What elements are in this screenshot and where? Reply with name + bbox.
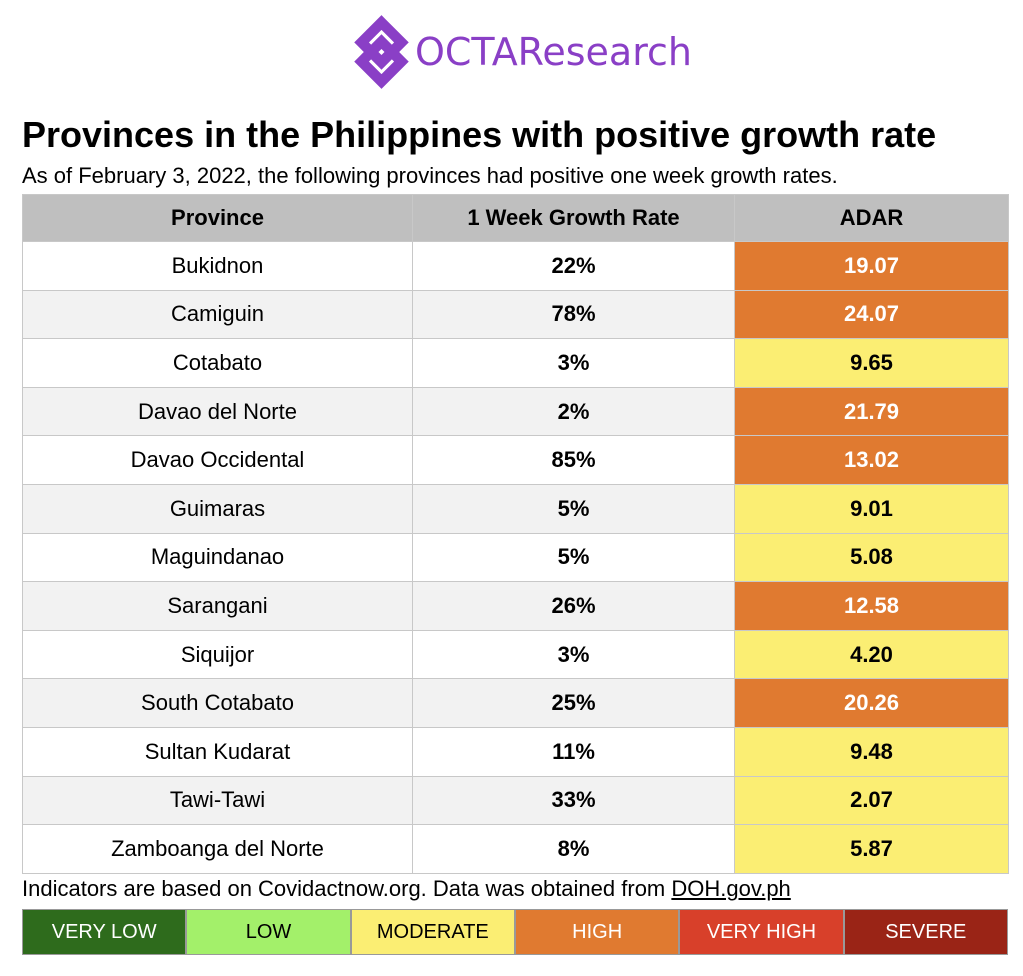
legend-item-low: LOW bbox=[186, 909, 351, 955]
table-row: Guimaras 5% 9.01 bbox=[22, 483, 1009, 534]
column-header-growth-rate: 1 Week Growth Rate bbox=[412, 194, 735, 242]
cell-adar: 19.07 bbox=[734, 241, 1009, 291]
cell-province: Siquijor bbox=[22, 629, 413, 680]
cell-province: Sarangani bbox=[22, 581, 413, 631]
table-row: South Cotabato 25% 20.26 bbox=[22, 678, 1009, 728]
cell-growth-rate: 3% bbox=[412, 629, 735, 680]
table-row: Camiguin 78% 24.07 bbox=[22, 289, 1009, 340]
legend-item-high: HIGH bbox=[514, 909, 680, 955]
cell-adar: 24.07 bbox=[734, 289, 1009, 340]
cell-growth-rate: 3% bbox=[412, 338, 735, 388]
cell-growth-rate: 22% bbox=[412, 241, 735, 291]
table-body: Bukidnon 22% 19.07 Camiguin 78% 24.07 Cotabato… bbox=[22, 241, 1009, 874]
table-row: Zamboanga del Norte 8% 5.87 bbox=[22, 824, 1009, 874]
page-subtitle: As of February 3, 2022, the following pr… bbox=[22, 163, 838, 188]
legend-item-very-high: VERY HIGH bbox=[679, 909, 844, 955]
cell-province: Davao Occidental bbox=[22, 435, 413, 485]
cell-province: Guimaras bbox=[22, 483, 413, 534]
page-title: Provinces in the Philippines with positi… bbox=[22, 114, 937, 155]
table-header-row: Province 1 Week Growth Rate ADAR bbox=[22, 194, 1009, 242]
table-row: Davao Occidental 85% 13.02 bbox=[22, 435, 1009, 485]
cell-adar: 4.20 bbox=[734, 629, 1009, 680]
logo-text: OCTAResearch bbox=[414, 30, 692, 74]
column-header-province: Province bbox=[22, 194, 413, 242]
cell-province: Bukidnon bbox=[22, 241, 413, 291]
cell-adar: 21.79 bbox=[734, 386, 1009, 437]
cell-province: Davao del Norte bbox=[22, 386, 413, 437]
cell-adar: 5.08 bbox=[734, 532, 1009, 583]
table-row: Sarangani 26% 12.58 bbox=[22, 581, 1009, 631]
cell-adar: 9.01 bbox=[734, 483, 1009, 534]
octa-logo: OCTAResearch bbox=[352, 8, 692, 96]
table-row: Tawi-Tawi 33% 2.07 bbox=[22, 775, 1009, 826]
doh-link[interactable]: DOH.gov.ph bbox=[671, 876, 791, 901]
footnote-text: Indicators are based on Covidactnow.org.… bbox=[22, 876, 672, 901]
cell-province: Camiguin bbox=[22, 289, 413, 340]
cell-adar: 9.65 bbox=[734, 338, 1009, 388]
cell-growth-rate: 85% bbox=[412, 435, 735, 485]
risk-legend: VERY LOW LOW MODERATE HIGH VERY HIGH SEVERE bbox=[22, 909, 1008, 955]
table-row: Davao del Norte 2% 21.79 bbox=[22, 386, 1009, 437]
table-row: Siquijor 3% 4.20 bbox=[22, 629, 1009, 680]
legend-item-moderate: MODERATE bbox=[350, 909, 515, 955]
cell-growth-rate: 33% bbox=[412, 775, 735, 826]
cell-adar: 5.87 bbox=[734, 824, 1009, 874]
table-row: Sultan Kudarat 11% 9.48 bbox=[22, 726, 1009, 777]
cell-adar: 20.26 bbox=[734, 678, 1009, 728]
cell-growth-rate: 2% bbox=[412, 386, 735, 437]
cell-province: Zamboanga del Norte bbox=[22, 824, 413, 874]
cell-province: South Cotabato bbox=[22, 678, 413, 728]
cell-province: Tawi-Tawi bbox=[22, 775, 413, 826]
legend-item-very-low: VERY LOW bbox=[22, 909, 187, 955]
column-header-adar: ADAR bbox=[734, 194, 1009, 242]
cell-growth-rate: 11% bbox=[412, 726, 735, 777]
cell-adar: 2.07 bbox=[734, 775, 1009, 826]
cell-adar: 9.48 bbox=[734, 726, 1009, 777]
province-table: Province 1 Week Growth Rate ADAR Bukidno… bbox=[22, 194, 1009, 874]
table-row: Cotabato 3% 9.65 bbox=[22, 338, 1009, 388]
cell-growth-rate: 5% bbox=[412, 483, 735, 534]
cell-adar: 13.02 bbox=[734, 435, 1009, 485]
cell-growth-rate: 5% bbox=[412, 532, 735, 583]
legend-item-severe: SEVERE bbox=[843, 909, 1008, 955]
cell-province: Sultan Kudarat bbox=[22, 726, 413, 777]
cell-growth-rate: 8% bbox=[412, 824, 735, 874]
cell-growth-rate: 26% bbox=[412, 581, 735, 631]
footnote: Indicators are based on Covidactnow.org.… bbox=[22, 876, 791, 902]
table-row: Bukidnon 22% 19.07 bbox=[22, 241, 1009, 291]
cell-growth-rate: 25% bbox=[412, 678, 735, 728]
cell-province: Cotabato bbox=[22, 338, 413, 388]
table-row: Maguindanao 5% 5.08 bbox=[22, 532, 1009, 583]
cell-adar: 12.58 bbox=[734, 581, 1009, 631]
octa-logo-icon bbox=[354, 15, 409, 89]
cell-province: Maguindanao bbox=[22, 532, 413, 583]
cell-growth-rate: 78% bbox=[412, 289, 735, 340]
